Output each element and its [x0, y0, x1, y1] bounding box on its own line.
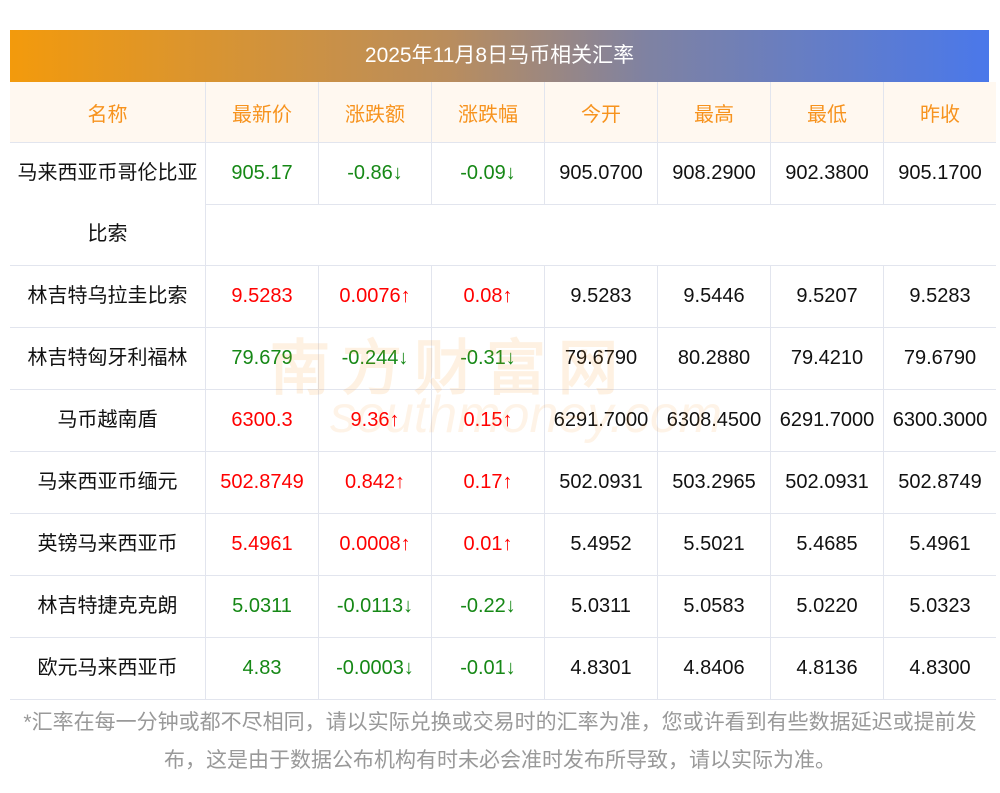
- cell-price: 6300.3: [205, 389, 319, 452]
- table-header: 名称 最新价 涨跌额 涨跌幅 今开 最高 最低 昨收: [10, 82, 996, 143]
- cell-prev: 5.0323: [883, 575, 996, 638]
- wrap-row: [10, 203, 996, 266]
- cell-price: 4.83: [205, 637, 319, 700]
- cell-low: 902.3800: [770, 142, 884, 205]
- cell-high: 4.8406: [657, 637, 771, 700]
- cell-prev: 79.6790: [883, 327, 996, 390]
- cell-change: -0.244↓: [318, 327, 432, 390]
- table-title: 2025年11月8日马币相关汇率: [10, 30, 989, 82]
- cell-low: 5.4685: [770, 513, 884, 576]
- cell-change: 0.0008↑: [318, 513, 432, 576]
- cell-low: 4.8136: [770, 637, 884, 700]
- table-row: 林吉特乌拉圭比索 9.5283 0.0076↑ 0.08↑ 9.5283 9.5446 9.…: [10, 265, 996, 328]
- cell-pct: 0.08↑: [431, 265, 545, 328]
- cell-prev: 4.8300: [883, 637, 996, 700]
- cell-pct: -0.01↓: [431, 637, 545, 700]
- table-row: 英镑马来西亚币 5.4961 0.0008↑ 0.01↑ 5.4952 5.5021 5.4…: [10, 513, 996, 576]
- cell-prev: 5.4961: [883, 513, 996, 576]
- currency-pair-name: 欧元马来西亚币: [10, 637, 206, 700]
- table-row: 马来西亚币缅元 502.8749 0.842↑ 0.17↑ 502.0931 503.29…: [10, 451, 996, 514]
- cell-open: 4.8301: [544, 637, 658, 700]
- cell-low: 79.4210: [770, 327, 884, 390]
- cell-prev: 9.5283: [883, 265, 996, 328]
- column-header: 名称: [10, 82, 206, 143]
- cell-pct: 0.15↑: [431, 389, 545, 452]
- cell-high: 6308.4500: [657, 389, 771, 452]
- column-header: 今开: [544, 82, 658, 143]
- table-row: 林吉特捷克克朗 5.0311 -0.0113↓ -0.22↓ 5.0311 5.0583 5…: [10, 575, 996, 638]
- cell-prev: 905.1700: [883, 142, 996, 205]
- cell-high: 80.2880: [657, 327, 771, 390]
- disclaimer-note: *汇率在每一分钟或都不尽相同，请以实际兑换或交易时的汇率为准，您或许看到有些数据…: [23, 711, 977, 772]
- cell-open: 5.0311: [544, 575, 658, 638]
- cell-high: 908.2900: [657, 142, 771, 205]
- cell-price: 79.679: [205, 327, 319, 390]
- currency-pair-name: 英镑马来西亚币: [10, 513, 206, 576]
- cell-low: 6291.7000: [770, 389, 884, 452]
- cell-pct: 0.17↑: [431, 451, 545, 514]
- column-header: 最高: [657, 82, 771, 143]
- cell-high: 5.0583: [657, 575, 771, 638]
- cell-open: 502.0931: [544, 451, 658, 514]
- cell-price: 5.0311: [205, 575, 319, 638]
- cell-pct: 0.01↑: [431, 513, 545, 576]
- cell-price: 905.17: [205, 142, 319, 205]
- cell-low: 502.0931: [770, 451, 884, 514]
- currency-pair-name: 马来西亚币哥伦比亚比索: [10, 142, 206, 266]
- cell-change: 9.36↑: [318, 389, 432, 452]
- currency-pair-name: 马来西亚币缅元: [10, 451, 206, 514]
- cell-open: 79.6790: [544, 327, 658, 390]
- cell-pct: -0.31↓: [431, 327, 545, 390]
- cell-change: 0.842↑: [318, 451, 432, 514]
- currency-pair-name: 马币越南盾: [10, 389, 206, 452]
- cell-open: 9.5283: [544, 265, 658, 328]
- table-row: 马币越南盾 6300.3 9.36↑ 0.15↑ 6291.7000 6308.4500 6…: [10, 389, 996, 452]
- exchange-rate-table: 名称 最新价 涨跌额 涨跌幅 今开 最高 最低 昨收 马来西亚币哥伦比亚比索 905.17 -0.…: [10, 82, 996, 700]
- cell-high: 9.5446: [657, 265, 771, 328]
- currency-pair-name: 林吉特捷克克朗: [10, 575, 206, 638]
- cell-open: 905.0700: [544, 142, 658, 205]
- cell-high: 503.2965: [657, 451, 771, 514]
- currency-pair-name: 林吉特匈牙利福林: [10, 327, 206, 390]
- cell-price: 9.5283: [205, 265, 319, 328]
- column-header: 最新价: [205, 82, 319, 143]
- table-row: 林吉特匈牙利福林 79.679 -0.244↓ -0.31↓ 79.6790 80.288…: [10, 327, 996, 390]
- cell-change: -0.0113↓: [318, 575, 432, 638]
- cell-high: 5.5021: [657, 513, 771, 576]
- cell-open: 5.4952: [544, 513, 658, 576]
- cell-low: 5.0220: [770, 575, 884, 638]
- cell-open: 6291.7000: [544, 389, 658, 452]
- cell-pct: -0.22↓: [431, 575, 545, 638]
- column-header: 昨收: [883, 82, 996, 143]
- column-header: 涨跌额: [318, 82, 432, 143]
- cell-change: -0.0003↓: [318, 637, 432, 700]
- cell-change: 0.0076↑: [318, 265, 432, 328]
- cell-change: -0.86↓: [318, 142, 432, 205]
- table-row: 马来西亚币哥伦比亚比索 905.17 -0.86↓ -0.09↓ 905.0700 908…: [10, 142, 996, 266]
- cell-prev: 6300.3000: [883, 389, 996, 452]
- column-header: 最低: [770, 82, 884, 143]
- table-row: 欧元马来西亚币 4.83 -0.0003↓ -0.01↓ 4.8301 4.8406 4.8…: [10, 637, 996, 700]
- cell-price: 5.4961: [205, 513, 319, 576]
- currency-pair-name: 林吉特乌拉圭比索: [10, 265, 206, 328]
- cell-prev: 502.8749: [883, 451, 996, 514]
- empty-cell: [205, 203, 996, 266]
- cell-pct: -0.09↓: [431, 142, 545, 205]
- column-header: 涨跌幅: [431, 82, 545, 143]
- cell-price: 502.8749: [205, 451, 319, 514]
- cell-low: 9.5207: [770, 265, 884, 328]
